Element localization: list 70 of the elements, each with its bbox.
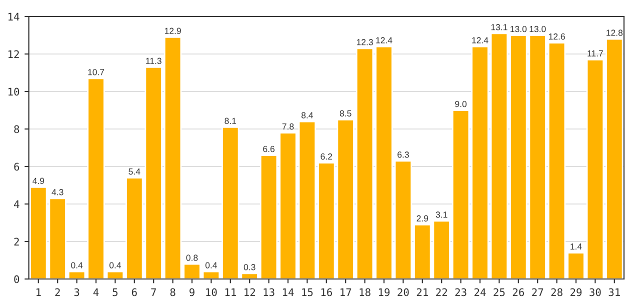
x-tick-label: 27	[532, 288, 544, 296]
data-label: 4.9	[32, 178, 44, 184]
x-tick-label: 3	[74, 288, 80, 296]
data-label: 12.8	[606, 30, 623, 36]
data-label: 6.6	[263, 146, 274, 152]
x-tick-label: 15	[302, 288, 313, 296]
x-tick-label: 8	[170, 288, 176, 296]
x-tick-label: 9	[190, 288, 194, 296]
x-tick-label: 6	[132, 288, 137, 296]
x-tick-label: 14	[282, 288, 294, 296]
x-tick-label: 29	[570, 288, 582, 296]
x-tick-label: 4	[93, 288, 99, 296]
data-label: 0.3	[244, 264, 256, 270]
y-tick-label: 0	[14, 275, 20, 284]
x-tick-label: 16	[321, 288, 332, 296]
x-tick-label: 31	[608, 288, 620, 296]
data-label: 1.4	[570, 244, 582, 250]
x-tick-label: 17	[340, 288, 352, 296]
data-label: 4.3	[52, 189, 64, 196]
x-tick-label: 23	[455, 288, 466, 296]
y-tick-label: 10	[8, 88, 20, 96]
data-label: 13.1	[491, 24, 508, 30]
x-tick-label: 11	[225, 288, 236, 296]
x-tick-label: 13	[264, 288, 274, 296]
data-label: 12.4	[376, 37, 392, 44]
x-tick-label: 2	[55, 288, 60, 296]
x-tick-label: 22	[436, 288, 447, 296]
x-tick-label: 5	[112, 288, 118, 296]
data-label: 6.2	[320, 153, 332, 160]
data-label: 12.9	[164, 28, 181, 34]
data-label: 6.3	[398, 152, 409, 158]
x-tick-label: 30	[590, 288, 601, 296]
data-label: 0.4	[71, 262, 83, 268]
x-tick-label: 10	[206, 288, 217, 296]
x-tick-label: 24	[474, 288, 486, 296]
data-label: 8.5	[340, 110, 352, 117]
x-tick-label: 7	[151, 288, 156, 296]
y-tick-label: 12	[8, 50, 19, 58]
data-label: 5.4	[128, 168, 140, 175]
y-tick-label: 6	[14, 162, 20, 171]
x-tick-label: 18	[360, 288, 370, 296]
y-tick-label: 14	[8, 12, 20, 20]
data-label: 7.8	[282, 123, 294, 130]
data-label: 9.0	[455, 100, 467, 108]
data-label: 2.9	[416, 215, 428, 222]
data-label: 0.8	[186, 254, 198, 261]
x-tick-label: 1	[36, 288, 41, 296]
x-tick-label: 28	[551, 288, 562, 296]
y-tick-label: 8	[14, 125, 20, 134]
x-tick-label: 20	[398, 288, 409, 296]
x-tick-label: 25	[494, 288, 505, 296]
data-label: 13.0	[530, 26, 546, 32]
x-tick-label: 12	[244, 288, 255, 296]
data-label: 3.1	[436, 212, 448, 218]
data-label: 8.4	[302, 112, 314, 118]
data-label: 0.4	[109, 262, 122, 268]
data-label: 11.3	[146, 58, 162, 64]
data-label: 0.4	[205, 262, 218, 268]
x-tick-label: 19	[378, 288, 390, 296]
x-tick-label: 21	[416, 288, 428, 296]
data-label: 12.6	[548, 33, 565, 40]
y-tick-label: 4	[14, 200, 20, 208]
data-label: 11.7	[588, 50, 603, 56]
data-label: 13.0	[510, 26, 527, 32]
data-label: 12.3	[356, 39, 373, 46]
data-label: 12.4	[472, 37, 488, 44]
data-label: 8.1	[224, 118, 236, 124]
data-label: 10.7	[88, 69, 104, 76]
x-tick-label: 26	[512, 288, 524, 296]
y-tick-label: 2	[14, 238, 19, 246]
